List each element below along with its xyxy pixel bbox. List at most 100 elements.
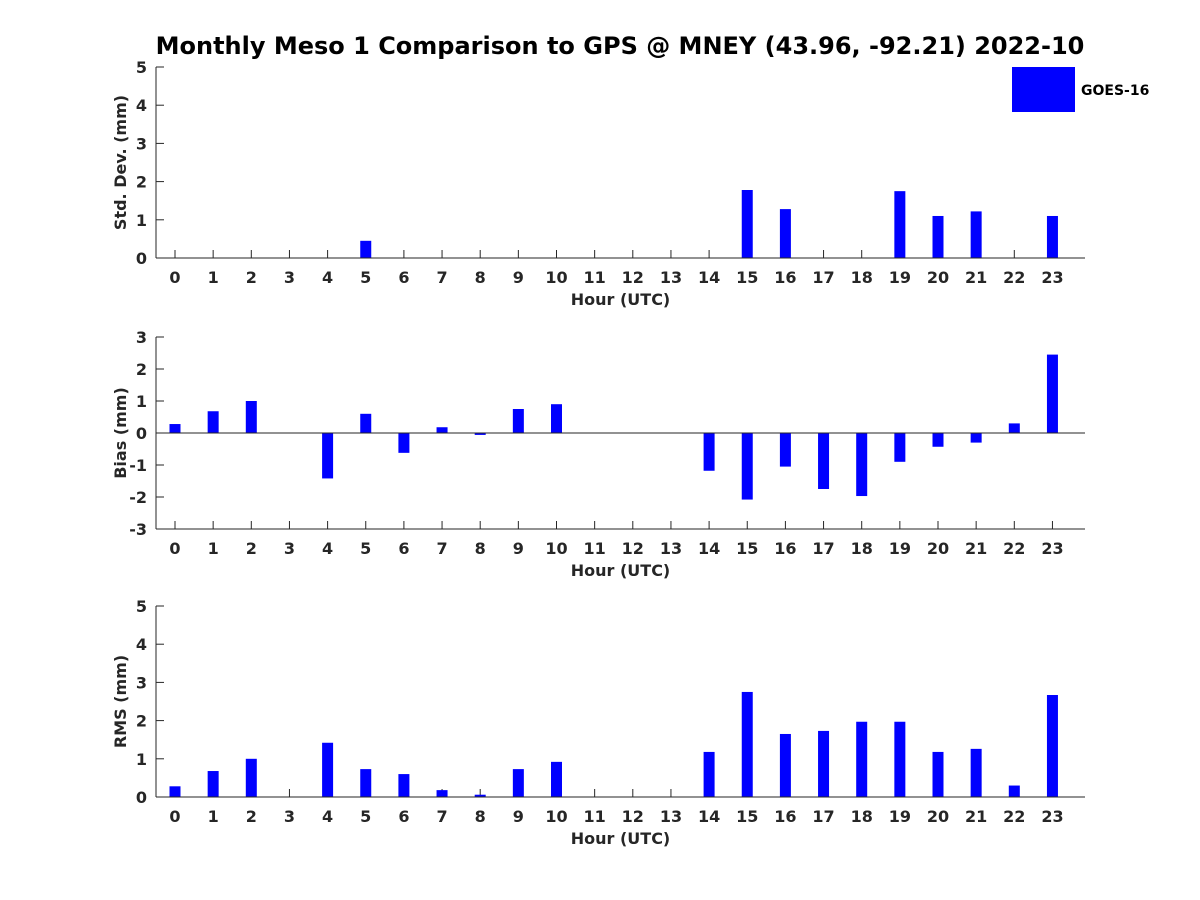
std-dev-x-tick-label: 18	[851, 268, 873, 287]
bias-x-tick-label: 3	[284, 539, 295, 558]
rms-x-tick-label: 14	[698, 807, 720, 826]
bias-y-tick-label: 2	[136, 360, 147, 379]
std-dev-y-tick-label: 1	[136, 211, 147, 230]
rms-x-tick-label: 1	[208, 807, 219, 826]
bias-y-tick-label: 1	[136, 392, 147, 411]
rms-bar-hour-4	[322, 742, 334, 797]
std-dev-x-tick-label: 8	[475, 268, 486, 287]
bias-bar-hour-4	[322, 433, 334, 479]
std-dev-bar-hour-21	[970, 211, 982, 258]
rms-x-tick-label: 9	[513, 807, 524, 826]
std-dev-x-tick-label: 4	[322, 268, 333, 287]
bias-y-axis-label: Bias (mm)	[111, 387, 130, 479]
bias-y-tick-label: -1	[129, 456, 147, 475]
std-dev-bar-hour-23	[1046, 215, 1058, 258]
bias-bar-hour-14	[703, 433, 715, 471]
rms-x-tick-label: 17	[812, 807, 834, 826]
bias-x-tick-label: 12	[622, 539, 644, 558]
std-dev-x-axis-label: Hour (UTC)	[571, 290, 671, 309]
legend: GOES-16	[1012, 67, 1149, 112]
std-dev-x-tick-label: 9	[513, 268, 524, 287]
rms-bar-hour-17	[818, 730, 830, 797]
rms-x-tick-label: 18	[851, 807, 873, 826]
rms-y-tick-label: 4	[136, 635, 147, 654]
rms-bar-hour-2	[245, 758, 257, 797]
std-dev-x-tick-label: 20	[927, 268, 949, 287]
bias-x-tick-label: 22	[1003, 539, 1025, 558]
rms-x-tick-label: 10	[545, 807, 567, 826]
bias-x-tick-label: 23	[1041, 539, 1063, 558]
rms-y-axis-label: RMS (mm)	[111, 655, 130, 748]
rms-x-tick-label: 23	[1041, 807, 1063, 826]
std-dev-x-tick-label: 11	[584, 268, 606, 287]
bias-bar-hour-0	[169, 424, 181, 433]
std-dev-bar-hour-16	[779, 209, 791, 258]
rms-y-tick-label: 1	[136, 750, 147, 769]
bias-bar-hour-6	[398, 433, 410, 453]
bias-bar-hour-16	[779, 433, 791, 467]
std-dev-x-tick-label: 16	[774, 268, 796, 287]
std-dev-bar-hour-19	[894, 191, 906, 258]
rms-x-tick-label: 13	[660, 807, 682, 826]
std-dev-x-tick-label: 7	[436, 268, 447, 287]
rms-x-tick-label: 4	[322, 807, 333, 826]
bias-x-tick-label: 1	[208, 539, 219, 558]
bias-x-tick-label: 4	[322, 539, 333, 558]
bias-x-tick-label: 0	[169, 539, 180, 558]
rms-y-tick-label: 3	[136, 673, 147, 692]
bias-bar-hour-10	[551, 404, 562, 433]
std-dev-x-tick-label: 10	[545, 268, 567, 287]
rms-bar-hour-15	[741, 691, 753, 797]
rms-x-tick-label: 0	[169, 807, 180, 826]
bias-bar-hour-8	[474, 433, 486, 435]
std-dev-y-axis-label: Std. Dev. (mm)	[111, 95, 130, 230]
rms-panel: 0 1 2 3 4 5 6 7 8 9 10 11 12 13 14 15 16 17 18 19 20 21 22 2301…	[111, 597, 1085, 848]
std-dev-x-tick-label: 14	[698, 268, 720, 287]
std-dev-y-tick-label: 3	[136, 134, 147, 153]
rms-x-tick-label: 12	[622, 807, 644, 826]
bias-bar-hour-22	[1008, 423, 1020, 433]
rms-bar-hour-21	[970, 748, 982, 797]
rms-y-tick-label: 5	[136, 597, 147, 616]
rms-bar-hour-19	[894, 721, 906, 797]
std-dev-x-tick-label: 19	[889, 268, 911, 287]
bias-bar-hour-7	[436, 427, 448, 433]
rms-x-tick-label: 5	[360, 807, 371, 826]
bias-x-tick-label: 19	[889, 539, 911, 558]
bias-x-tick-label: 2	[246, 539, 257, 558]
rms-x-tick-label: 22	[1003, 807, 1025, 826]
rms-x-axis-label: Hour (UTC)	[571, 829, 671, 848]
std-dev-x-tick-label: 21	[965, 268, 987, 287]
rms-y-tick-label: 2	[136, 712, 147, 731]
std-dev-x-tick-label: 1	[208, 268, 219, 287]
std-dev-y-tick-label: 5	[136, 58, 147, 77]
std-dev-x-tick-label: 3	[284, 268, 295, 287]
bias-x-tick-label: 6	[398, 539, 409, 558]
bias-x-tick-label: 10	[545, 539, 567, 558]
rms-x-tick-label: 7	[436, 807, 447, 826]
bias-y-tick-label: 3	[136, 328, 147, 347]
std-dev-y-tick-label: 2	[136, 173, 147, 192]
std-dev-x-tick-label: 23	[1041, 268, 1063, 287]
bias-bar-hour-9	[512, 409, 524, 433]
legend-label: GOES-16	[1081, 83, 1149, 99]
bias-bar-hour-2	[245, 401, 257, 433]
bias-x-tick-label: 20	[927, 539, 949, 558]
bias-bar-hour-20	[932, 433, 944, 447]
rms-bar-hour-18	[856, 721, 868, 797]
bias-y-tick-label: 0	[136, 424, 147, 443]
std-dev-x-tick-label: 0	[169, 268, 180, 287]
bias-bar-hour-19	[894, 433, 906, 462]
rms-bar-hour-10	[551, 761, 562, 797]
std-dev-panel: 0 1 2 3 4 5 6 7 8 9 10 11 12 13 14 15 16 17 18 19 20 21 22 2301…	[111, 58, 1085, 309]
rms-bar-hour-0	[169, 786, 181, 797]
bias-x-tick-label: 14	[698, 539, 720, 558]
bias-x-tick-label: 17	[812, 539, 834, 558]
std-dev-x-tick-label: 2	[246, 268, 257, 287]
rms-x-tick-label: 2	[246, 807, 257, 826]
bias-y-tick-label: -3	[129, 520, 147, 539]
bias-y-tick-label: -2	[129, 488, 147, 507]
rms-bar-hour-20	[932, 751, 944, 797]
std-dev-y-tick-label: 4	[136, 96, 147, 115]
